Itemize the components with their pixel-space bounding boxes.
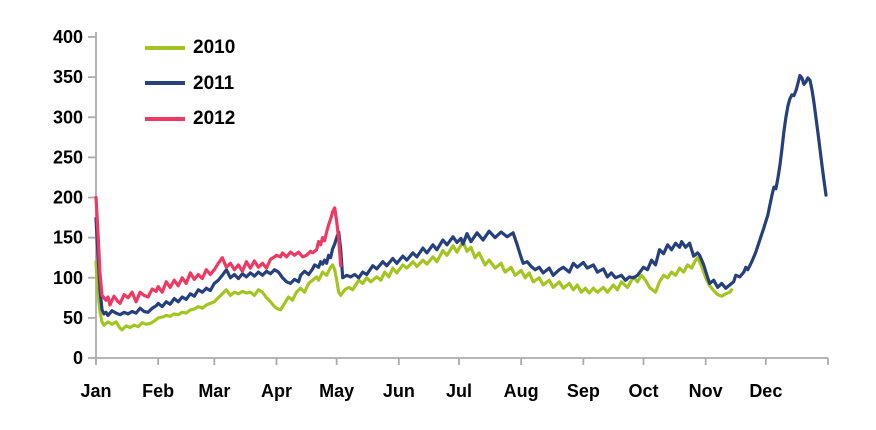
y-axis-tick-label: 200 [53, 188, 83, 208]
x-axis-month-label: Aug [504, 381, 539, 401]
y-axis-tick-label: 350 [53, 67, 83, 87]
legend-item-2011: 2011 [145, 66, 235, 102]
series-line-2010 [94, 240, 734, 332]
x-axis-month-label: Oct [628, 381, 658, 401]
y-axis-tick-label: 0 [73, 348, 83, 368]
y-axis-tick-label: 50 [63, 308, 83, 328]
legend-swatch-2011 [145, 81, 185, 86]
x-axis-month-label: Feb [142, 381, 174, 401]
x-axis-month-label: Sep [567, 381, 600, 401]
x-axis-month-label: Mar [198, 381, 230, 401]
y-axis-tick-label: 150 [53, 228, 83, 248]
legend-swatch-2010 [145, 45, 185, 50]
x-axis-month-label: Dec [749, 381, 782, 401]
x-axis-month-label: May [319, 381, 354, 401]
y-axis-tick-label: 100 [53, 268, 83, 288]
x-axis-month-label: Jan [80, 381, 111, 401]
series-line-2011 [94, 73, 828, 318]
legend-item-2010: 2010 [145, 30, 235, 66]
y-axis-tick-label: 300 [53, 107, 83, 127]
y-axis-tick-label: 400 [53, 27, 83, 47]
y-axis-tick-label: 250 [53, 147, 83, 167]
legend-label-2010: 2010 [193, 37, 236, 59]
legend-label-2012: 2012 [193, 108, 236, 130]
legend-swatch-2012 [145, 116, 185, 121]
x-axis-month-label: Jul [446, 381, 472, 401]
series-line-2012 [94, 195, 343, 307]
chart-legend: 2010 2011 2012 [145, 30, 235, 137]
legend-item-2012: 2012 [145, 101, 235, 137]
legend-label-2011: 2011 [193, 72, 235, 94]
x-axis-month-label: Nov [689, 381, 723, 401]
x-axis-month-label: Jun [383, 381, 415, 401]
x-axis-month-label: Apr [261, 381, 292, 401]
